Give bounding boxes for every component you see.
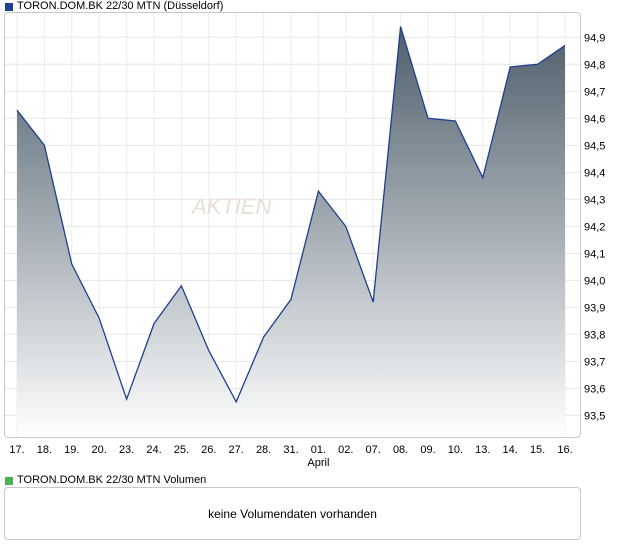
x-tick-label: 19. <box>64 444 79 456</box>
price-line <box>16 26 566 404</box>
x-tick-label: 24. <box>146 444 161 456</box>
y-tick-label: 94,7 <box>584 86 605 98</box>
x-axis-ticks: 17. 18. 19. 20. 23. 24. 25. 26. 27. 28. 31. 01.Apri… <box>9 444 572 469</box>
x-tick-label: 25. <box>174 444 189 456</box>
x-tick-label: 28. <box>256 444 271 456</box>
x-tick-label: 13. <box>475 444 490 456</box>
y-tick-label: 94,3 <box>584 194 605 206</box>
price-chart-panel <box>4 12 581 438</box>
x-tick-label: 10. <box>448 444 463 456</box>
x-tick-label: 20. <box>92 444 107 456</box>
y-tick-label: 94,0 <box>584 275 605 287</box>
y-tick-label: 94,1 <box>584 248 605 260</box>
price-area <box>17 26 565 437</box>
y-tick-label: 94,8 <box>584 59 605 71</box>
x-tick-label: 14. <box>503 444 518 456</box>
x-tick-label: 17. <box>9 444 24 456</box>
watermark: AKTIEN <box>190 194 272 219</box>
price-legend: TORON.DOM.BK 22/30 MTN (Düsseldorf) <box>5 0 223 13</box>
y-tick-label: 94,4 <box>584 167 605 179</box>
volume-chart-panel: keine Volumendaten vorhanden <box>4 487 581 540</box>
x-tick-label: 08. <box>393 444 408 456</box>
y-tick-label: 93,5 <box>584 410 605 422</box>
y-tick-label: 93,7 <box>584 356 605 368</box>
price-chart: AKTIEN 93,593,693,793,893,994,094,194,29… <box>5 13 605 469</box>
x-tick-label: 15. <box>530 444 545 456</box>
y-tick-label: 93,6 <box>584 383 605 395</box>
y-tick-label: 94,5 <box>584 140 605 152</box>
y-tick-label: 94,2 <box>584 221 605 233</box>
x-tick-label: 31. <box>283 444 298 456</box>
price-legend-swatch <box>5 2 13 11</box>
y-tick-label: 93,8 <box>584 329 605 341</box>
y-tick-label: 94,6 <box>584 113 605 125</box>
x-tick-label: 18. <box>37 444 52 456</box>
x-tick-label: 16. <box>557 444 572 456</box>
x-tick-label: 07. <box>366 444 381 456</box>
x-tick-label: 01. <box>311 444 326 456</box>
volume-legend-label: TORON.DOM.BK 22/30 MTN Volumen <box>17 474 207 486</box>
y-axis-ticks: 93,5 93,6 93,7 93,8 93,9 94,0 94,1 94,2 94,3 94,4… <box>584 32 605 422</box>
watermark-text: AKTIEN <box>190 194 272 219</box>
no-volume-message: keine Volumendaten vorhanden <box>208 506 377 521</box>
x-tick-label: 02. <box>338 444 353 456</box>
volume-legend: TORON.DOM.BK 22/30 MTN Volumen <box>5 474 206 487</box>
x-tick-label: 23. <box>119 444 134 456</box>
price-legend-label: TORON.DOM.BK 22/30 MTN (Düsseldorf) <box>17 0 224 12</box>
x-tick-label: 09. <box>420 444 435 456</box>
x-tick-label: 26. <box>201 444 216 456</box>
volume-legend-swatch <box>5 476 13 485</box>
y-tick-label: 93,9 <box>584 302 605 314</box>
x-tick-label: 27. <box>229 444 244 456</box>
x-month-label: April <box>307 457 329 469</box>
y-tick-label: 94,9 <box>584 32 605 44</box>
